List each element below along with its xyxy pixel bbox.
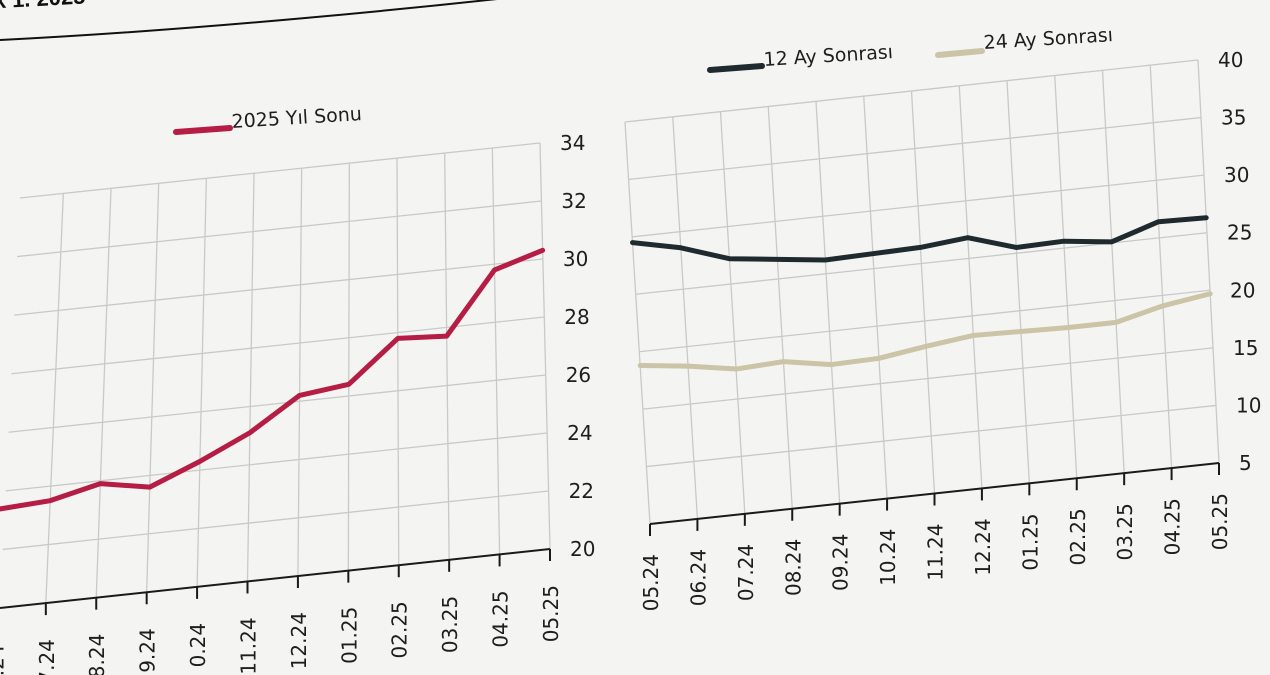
x-axis-line	[0, 548, 551, 609]
v-gridline	[297, 168, 303, 577]
legend-swatch-24-ay-sonrasi	[935, 48, 985, 58]
v-gridline	[672, 116, 699, 519]
x-tick-label-03-25: 03.25	[438, 596, 462, 653]
v-gridline	[863, 96, 888, 499]
x-tick-label-06-24: 06.24	[686, 549, 710, 606]
v-gridline	[719, 111, 746, 514]
right-chart-x-ticks: 05.24 06.24 07.24 08.24 09.24 10.24 11.24 12.24…	[639, 493, 1232, 611]
v-gridline	[1101, 70, 1125, 474]
x-tick-label-09-24: 09.24	[829, 534, 853, 591]
v-gridline	[396, 158, 400, 566]
figure-header: k 1. 2025	[0, 0, 498, 41]
left-chart-legend: 2025 Yıl Sonu	[173, 103, 362, 135]
v-gridline	[45, 193, 64, 604]
x-tick-label-07-24: 07.24	[734, 544, 758, 601]
x-tick-label-05-25: 05.25	[539, 585, 563, 642]
y-tick-label-15: 15	[1233, 336, 1258, 360]
x-tick-label-11-24: 11.24	[237, 617, 261, 674]
v-gridline	[624, 121, 651, 525]
y-tick-label-32: 32	[561, 189, 586, 213]
x-tick-label-07-24: 7.24	[35, 639, 59, 675]
legend-label-24-ay-sonrasi: 24 Ay Sonrası	[983, 24, 1114, 54]
v-gridline	[1149, 65, 1173, 469]
y-tick-label-10: 10	[1236, 393, 1261, 417]
v-gridline	[815, 101, 841, 504]
y-tick-label-5: 5	[1239, 451, 1252, 475]
right-chart-series	[630, 215, 1213, 372]
y-tick-label-30: 30	[563, 247, 588, 271]
x-tick-label-08-24: 8.24	[85, 634, 109, 675]
x-tick-label-10-24: 10.24	[876, 529, 900, 586]
v-gridline	[246, 173, 255, 582]
left-chart-y-ticks: 20 22 24 26 28 30 32 34	[560, 131, 595, 561]
left-chart-series	[0, 247, 546, 512]
x-tick-label-01-25: 01.25	[1018, 513, 1042, 570]
v-gridline	[910, 90, 936, 494]
right-chart-y-ticks: 5 10 15 20 25 30 35 40	[1218, 48, 1261, 475]
left-chart-x-ticks: 246.247.248.249.240.2411.2412.2401.2502.…	[0, 585, 563, 675]
v-gridline	[491, 148, 501, 555]
v-gridline	[146, 183, 160, 593]
h-gridline	[5, 432, 548, 492]
v-gridline	[958, 85, 983, 489]
v-gridline	[1006, 80, 1030, 484]
left-chart-axes	[0, 548, 551, 616]
v-gridline	[539, 142, 551, 550]
x-tick-label-08-24: 08.24	[781, 539, 805, 596]
x-tick-label-05-25: 05.25	[1208, 493, 1232, 550]
legend-swatch-2025-yil-sonu	[173, 125, 233, 135]
right-chart-grid	[624, 59, 1220, 525]
y-tick-label-20: 20	[570, 537, 595, 561]
left-chart-grid	[0, 142, 551, 609]
x-tick-label-02-25: 02.25	[1066, 508, 1090, 565]
h-gridline	[19, 142, 541, 199]
right-chart-legend: 12 Ay Sonrası 24 Ay Sonrası	[707, 24, 1114, 73]
v-gridline	[1197, 59, 1220, 464]
x-tick-label-03-25: 03.25	[1113, 503, 1137, 560]
y-tick-label-35: 35	[1221, 106, 1246, 130]
x-tick-label-12-24: 12.24	[287, 612, 311, 669]
v-gridline	[347, 163, 350, 571]
y-tick-label-34: 34	[560, 131, 585, 155]
x-tick-label-04-25: 04.25	[1161, 498, 1185, 555]
right-chart-axes	[649, 462, 1220, 536]
h-gridline	[14, 258, 543, 316]
header-underline	[0, 0, 498, 41]
y-tick-label-22: 22	[569, 479, 594, 503]
x-tick-label-01-25: 01.25	[337, 607, 361, 664]
v-gridline	[767, 106, 793, 509]
x-tick-label-02-25: 02.25	[388, 601, 412, 658]
x-tick-label-12-24: 12.24	[971, 518, 995, 575]
y-tick-label-24: 24	[567, 421, 592, 445]
h-gridline	[17, 200, 542, 258]
x-tick-label-10-24: 0.24	[186, 623, 210, 668]
x-tick-label-06-24: 6.24	[0, 644, 8, 675]
y-tick-label-20: 20	[1230, 278, 1255, 302]
y-tick-label-40: 40	[1218, 48, 1243, 72]
x-tick-label-05-24: 05.24	[639, 554, 663, 611]
legend-label-2025-yil-sonu: 2025 Yıl Sonu	[231, 103, 362, 133]
y-tick-label-28: 28	[564, 305, 589, 329]
v-gridline	[1054, 75, 1078, 479]
v-gridline	[95, 188, 112, 598]
x-tick-label-04-25: 04.25	[489, 590, 513, 647]
x-tick-label-11-24: 11.24	[924, 524, 948, 581]
legend-swatch-12-ay-sonrasi	[707, 63, 765, 73]
y-tick-label-26: 26	[566, 363, 591, 387]
y-tick-label-30: 30	[1224, 163, 1249, 187]
legend-label-12-ay-sonrasi: 12 Ay Sonrası	[763, 41, 894, 71]
right-chart: 5 10 15 20 25 30 35 40 05.24 06.24 07.24 08.24 09.2…	[624, 24, 1261, 611]
y-tick-label-25: 25	[1227, 221, 1252, 245]
v-gridline	[196, 178, 207, 587]
figure-title: k 1. 2025	[0, 0, 86, 13]
left-chart: 20 22 24 26 28 30 32 34 24 6.24 7.24 8.24 9.24 0.24 1…	[0, 103, 595, 675]
v-gridline	[444, 153, 450, 560]
h-gridline	[2, 490, 549, 551]
x-tick-label-09-24: 9.24	[136, 628, 160, 673]
h-gridline	[11, 316, 545, 375]
h-gridline	[8, 374, 546, 433]
